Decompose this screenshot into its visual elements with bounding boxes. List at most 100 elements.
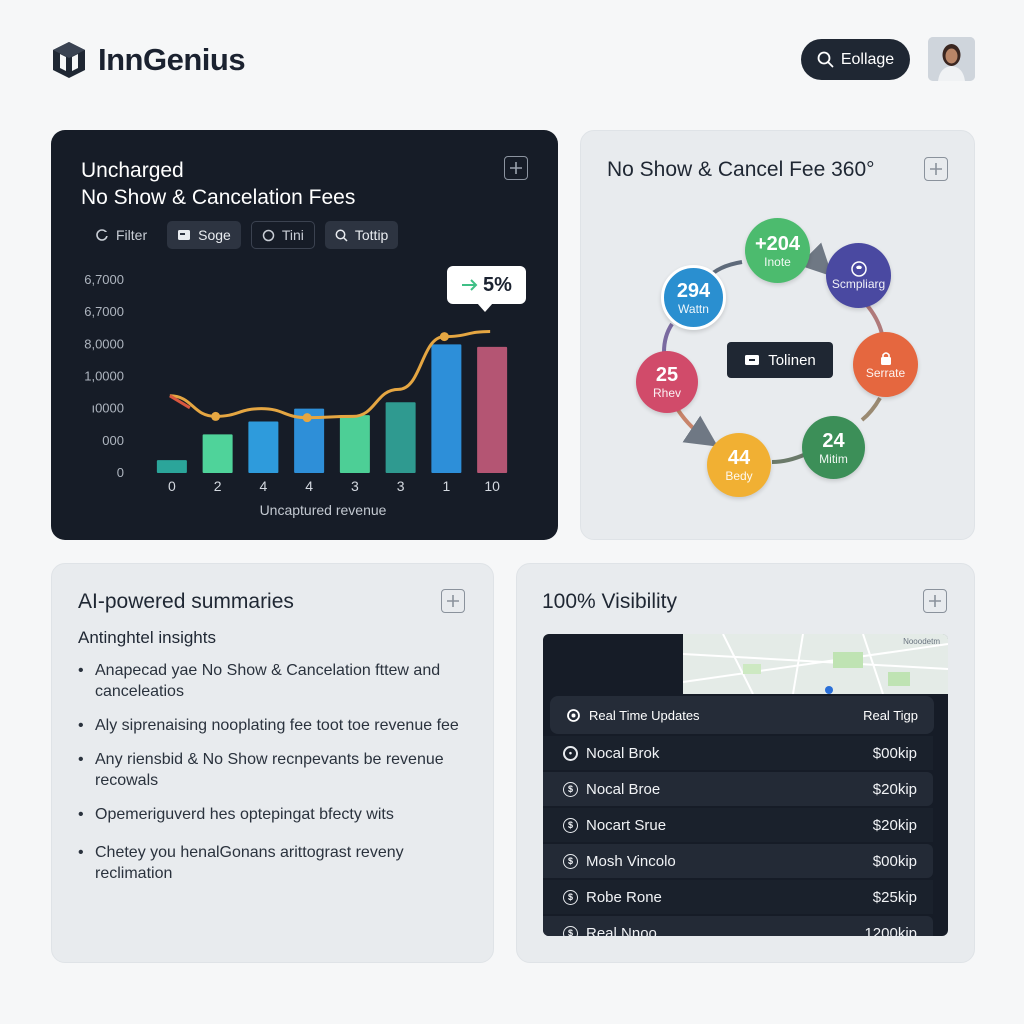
cycle-center-badge[interactable]: Tolinen: [727, 342, 833, 378]
tini-chip[interactable]: Tini: [250, 221, 315, 249]
trend-point[interactable]: [439, 332, 449, 342]
growth-callout: 5%: [447, 266, 526, 312]
y-tick-label: 6,7000: [84, 304, 124, 319]
plus-icon: [930, 163, 942, 175]
cycle-node-inote[interactable]: +204 Inote: [745, 218, 810, 283]
chart-card-title: Uncharged No Show & Cancelation Fees: [81, 157, 355, 211]
dollar-coin-icon: $: [563, 817, 578, 833]
row-name: Robe Rone: [586, 888, 662, 906]
plus-icon: [510, 162, 522, 174]
x-tick-label: 3: [397, 478, 405, 494]
phone-icon: [850, 260, 867, 277]
y-tick-label: 6,7000: [84, 272, 124, 287]
filter-chip[interactable]: Filter: [85, 221, 157, 249]
cycle-node-mitim[interactable]: 24 Mitim: [802, 416, 865, 479]
row-value: $20kip: [872, 816, 917, 834]
row-value: $25kip: [872, 888, 917, 906]
list-item: Any riensbid & No Show recnpevants be re…: [78, 749, 478, 791]
avatar[interactable]: [928, 37, 975, 81]
search-icon: [817, 51, 834, 68]
cycle-node-bedy[interactable]: 44 Bedy: [707, 433, 771, 497]
chart-bar[interactable]: [248, 421, 279, 473]
x-tick-label: 4: [259, 478, 267, 494]
add-widget-button[interactable]: [504, 156, 528, 180]
x-tick-label: 1: [442, 478, 450, 494]
node-label: Bedy: [725, 469, 753, 483]
dollar-coin-icon: $: [563, 925, 578, 936]
brand[interactable]: InnGenius: [50, 40, 246, 80]
row-name: Nocal Brok: [586, 744, 660, 762]
map-image: [682, 634, 948, 695]
node-label: Mitim: [819, 451, 848, 466]
cycle-node-scmpliarg[interactable]: Scmpliarg: [826, 243, 891, 308]
x-tick-label: 10: [484, 478, 500, 494]
row-name: Nocart Srue: [586, 816, 667, 834]
filter-chip-label: Filter: [116, 227, 148, 243]
fee-360-card: [580, 130, 975, 540]
callout-value: 5%: [483, 273, 512, 296]
lock-icon: [880, 351, 891, 365]
x-tick-label: 4: [305, 478, 313, 494]
table-row[interactable]: • Nocal Brok $00kip: [543, 736, 933, 770]
list-item: Opemeriguverd hes optepingat bfecty wits: [78, 804, 478, 825]
fee-360-title: No Show & Cancel Fee 360°: [607, 158, 875, 181]
user-avatar-icon: [928, 37, 975, 81]
dollar-coin-icon: $: [563, 889, 578, 905]
add-widget-button[interactable]: [441, 589, 465, 613]
cycle-node-serrate[interactable]: Serrate: [853, 332, 918, 397]
dollar-coin-icon: $: [563, 781, 578, 797]
trend-point[interactable]: [302, 413, 312, 423]
tottip-chip-label: Tottip: [354, 227, 389, 243]
location-map[interactable]: Nooodetm: [682, 634, 948, 695]
tottip-chip[interactable]: Tottip: [324, 221, 399, 249]
chart-bar[interactable]: [477, 346, 508, 473]
plus-icon: [929, 595, 941, 607]
uncharged-fees-card: Uncharged No Show & Cancelation Fees Fil…: [51, 130, 558, 540]
list-item: Aly siprenaising nooplating fee toot toe…: [78, 715, 478, 736]
table-row[interactable]: $ Robe Rone $25kip: [543, 880, 933, 914]
chart-title-line1: Uncharged: [81, 159, 184, 182]
tini-chip-label: Tini: [281, 227, 304, 243]
list-item: Anapecad yae No Show & Cancelation fttew…: [78, 660, 478, 702]
chart-bar[interactable]: [156, 460, 187, 473]
realtime-label: Real Time Updates: [589, 707, 700, 723]
chart-bar[interactable]: [294, 408, 325, 473]
table-row[interactable]: $ Nocart Srue $20kip: [543, 808, 933, 842]
filter-icon: [96, 229, 108, 241]
chart-bar[interactable]: [385, 402, 416, 473]
add-widget-button[interactable]: [923, 589, 947, 613]
x-tick-label: 3: [351, 478, 359, 494]
circle-icon: [262, 229, 275, 241]
y-tick-label: 8,0000: [84, 336, 124, 351]
row-value: $00kip: [872, 852, 917, 870]
search-label: Eollage: [840, 50, 895, 68]
chart-bar[interactable]: [339, 415, 370, 473]
visibility-title: 100% Visibility: [542, 590, 678, 613]
center-label: Tolinen: [768, 351, 816, 369]
node-value: 44: [727, 447, 751, 469]
chart-title-line2: No Show & Cancelation Fees: [81, 186, 356, 209]
card-icon: [178, 230, 191, 240]
y-tick-label: 0: [117, 465, 124, 480]
table-row[interactable]: $ Mosh Vincolo $00kip: [543, 844, 933, 878]
node-label: Serrate: [865, 365, 906, 380]
row-value: $20kip: [872, 780, 917, 798]
x-axis-label: Uncaptured revenue: [260, 502, 387, 518]
chart-bar[interactable]: [431, 344, 462, 473]
map-label: Nooodetm: [903, 637, 940, 646]
y-tick-label: ı0000: [91, 401, 124, 416]
dollar-coin-icon: $: [563, 853, 578, 869]
cycle-node-wattn[interactable]: 294 Wattn: [661, 265, 726, 330]
soge-chip[interactable]: Soge: [167, 221, 241, 249]
ai-summaries-title: AI-powered summaries: [78, 590, 294, 613]
trend-line-start: [169, 394, 191, 410]
search-button[interactable]: Eollage: [801, 39, 910, 80]
cycle-node-rhev[interactable]: 25 Rhev: [636, 351, 698, 413]
arrow-right-icon: [462, 279, 478, 291]
chart-bar[interactable]: [202, 434, 233, 473]
refresh-icon: •: [563, 745, 578, 761]
trend-point[interactable]: [211, 411, 221, 421]
add-widget-button[interactable]: [924, 157, 948, 181]
table-row[interactable]: $ Real Nnoo 1200kip: [543, 916, 933, 936]
table-row[interactable]: $ Nocal Broe $20kip: [543, 772, 933, 806]
